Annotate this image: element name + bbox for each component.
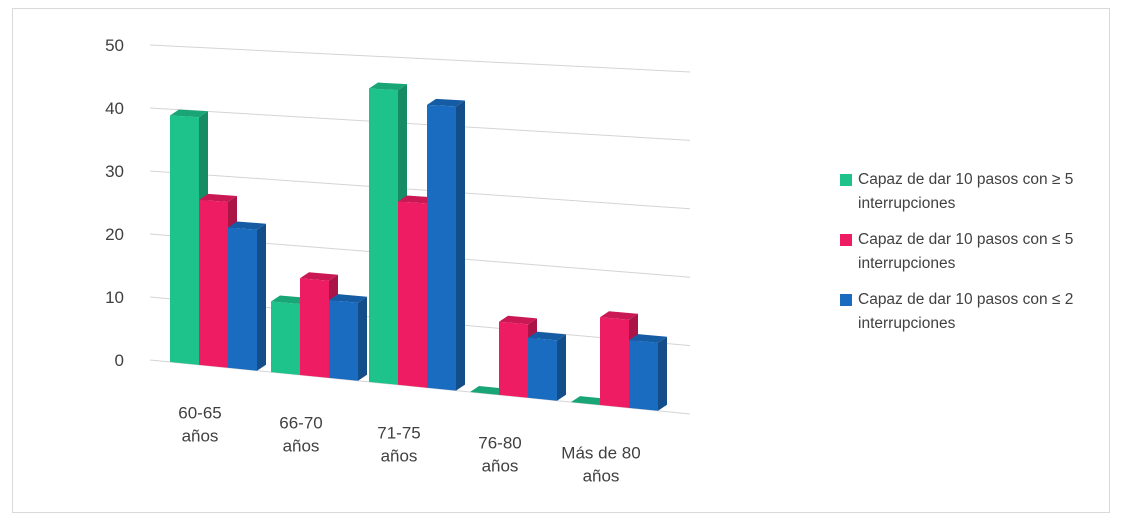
legend-label-line: interrupciones [858,315,956,332]
legend-label-line: Capaz de dar 10 pasos con ≤ 2 [858,291,1074,308]
x-tick-label: 66-70 años [279,414,322,456]
gridline [149,170,691,210]
legend-label-line: Capaz de dar 10 pasos con ≤ 5 [858,231,1074,248]
legend-label-line: interrupciones [858,255,956,272]
bar [228,221,266,371]
bar [629,334,667,411]
y-tick-label: 30 [105,162,124,181]
legend-label-line: Capaz de dar 10 pasos con ≥ 5 [858,171,1074,188]
y-tick-label: 40 [105,99,124,118]
x-tick-label: 76-80 años [478,434,521,476]
bar [329,294,367,381]
x-tick-label: 71-75 años [377,423,420,465]
x-tick-label: 60-65 años [178,404,221,446]
x-tick-label: Más de 80 años [561,444,640,486]
bar [427,98,465,391]
y-tick-label: 10 [105,288,124,307]
bar [470,386,508,395]
legend-swatch [840,294,852,306]
y-tick-label: 0 [115,351,124,370]
y-tick-label: 50 [105,36,124,55]
legend-label-line: interrupciones [858,195,956,212]
legend-item: Capaz de dar 10 pasos con ≥ 5 interrupci… [838,168,1118,216]
gridline [149,44,691,73]
bar [571,396,609,405]
legend-swatch [840,234,852,246]
legend-item: Capaz de dar 10 pasos con ≤ 5 interrupci… [838,228,1118,276]
legend-item: Capaz de dar 10 pasos con ≤ 2 interrupci… [838,288,1118,336]
legend-swatch [840,174,852,186]
gridline [149,107,691,141]
y-tick-label: 20 [105,225,124,244]
x-axis-ticks: 60-65 años 66-70 años 71-75 años 76-80 años Más … [178,404,640,486]
y-axis-ticks: 0 10 20 30 40 50 [105,36,124,370]
bar [528,331,566,401]
bars [170,82,667,411]
legend: Capaz de dar 10 pasos con ≥ 5 interrupci… [838,168,1118,348]
